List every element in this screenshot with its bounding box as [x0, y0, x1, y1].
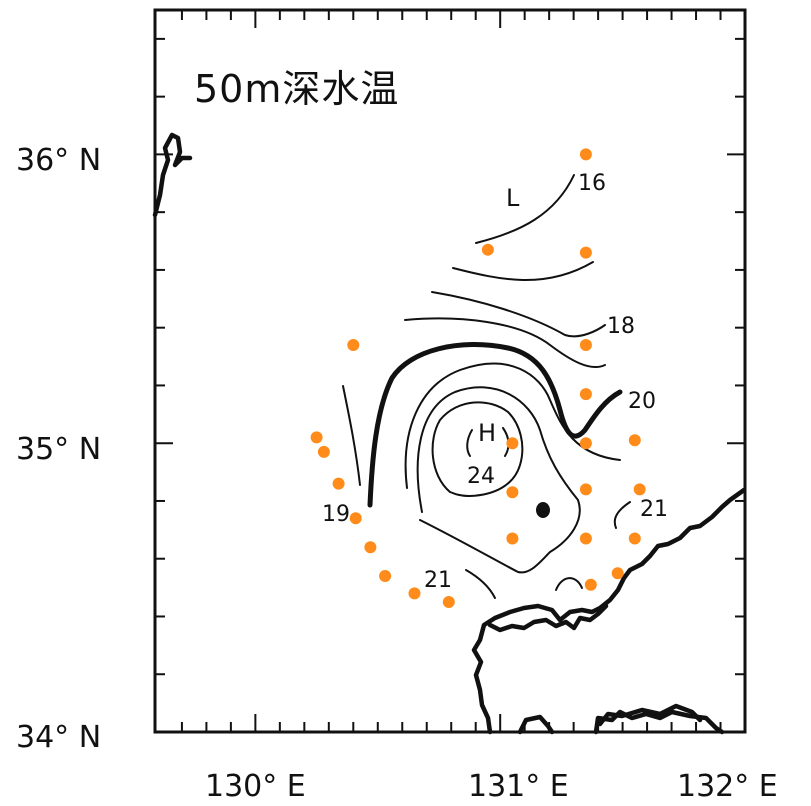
station-marker: [349, 512, 362, 525]
isotherm-local-h: [466, 429, 473, 457]
frame-ticks: [155, 10, 745, 733]
station-marker: [310, 431, 323, 444]
station-marker: [633, 483, 646, 496]
observation-point: [536, 502, 550, 518]
station-marker: [579, 246, 592, 259]
isotherm-22: [416, 386, 581, 574]
lon-label-132: 132° E: [677, 769, 778, 804]
station-marker: [317, 445, 330, 458]
station-marker: [628, 434, 641, 447]
contour-label-16: 16: [578, 171, 606, 196]
station-marker: [584, 578, 597, 591]
isotherm-18: [404, 317, 606, 369]
station-marker: [628, 532, 641, 545]
station-marker: [579, 532, 592, 545]
station-marker: [506, 532, 519, 545]
isotherm-19: [342, 385, 361, 486]
station-marker: [481, 243, 494, 256]
lat-label-36: 36° N: [16, 143, 101, 178]
isotherm-21-east: [613, 501, 631, 529]
isotherm-18-upper: [431, 291, 606, 338]
isotherm-17: [452, 261, 594, 282]
station-marker: [347, 339, 360, 351]
isotherm-local-s: [555, 577, 583, 591]
isotherm-16: [475, 174, 575, 244]
high-marker: H: [478, 419, 496, 447]
lat-label-34: 34° N: [16, 720, 101, 755]
contour-label-21-south: 21: [424, 568, 452, 593]
station-marker: [611, 567, 624, 580]
contour-label-21-east: 21: [640, 497, 668, 522]
map-title: 50m深水温: [194, 67, 399, 111]
station-marker: [364, 541, 377, 554]
contour-label-19: 19: [322, 502, 350, 527]
coastline: [152, 132, 747, 735]
lon-label-130: 130° E: [205, 769, 306, 804]
station-marker: [579, 388, 592, 401]
isotherm-23: [431, 401, 524, 497]
isotherm-20: [367, 342, 623, 508]
station-markers: [310, 148, 646, 608]
low-marker: L: [506, 184, 520, 212]
isotherm-21-south: [465, 569, 496, 599]
isotherm-21-outer: [404, 362, 621, 489]
map-frame: [153, 8, 747, 734]
station-marker: [408, 587, 421, 600]
station-marker: [506, 437, 519, 450]
station-marker: [579, 339, 592, 351]
lat-label-35: 35° N: [16, 432, 101, 467]
lon-label-131: 131° E: [468, 769, 569, 804]
station-marker: [579, 437, 592, 450]
station-marker: [506, 486, 519, 499]
contour-label-20: 20: [628, 389, 656, 414]
station-marker: [332, 477, 345, 490]
station-marker: [379, 570, 392, 582]
isotherm-contours: [342, 174, 631, 599]
station-marker: [579, 148, 592, 161]
station-marker: [442, 596, 455, 608]
contour-label-18: 18: [607, 314, 635, 339]
contour-label-24: 24: [467, 464, 495, 489]
station-marker: [579, 483, 592, 496]
